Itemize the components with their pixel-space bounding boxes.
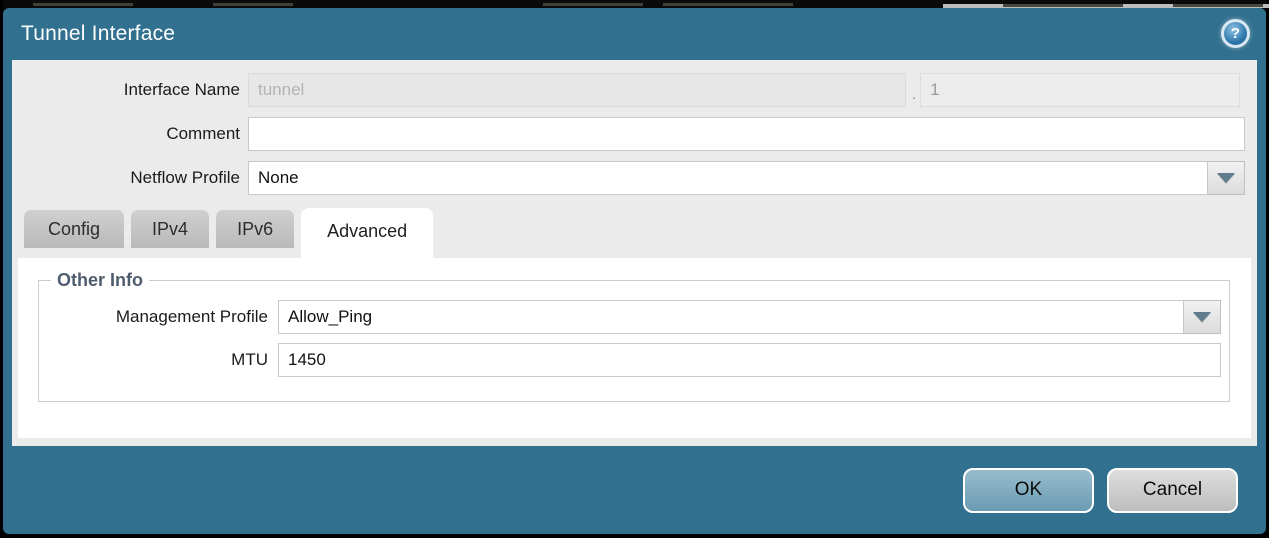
interface-name-row: Interface Name .	[12, 73, 1257, 107]
management-profile-row: Management Profile	[39, 300, 1229, 334]
comment-row: Comment	[12, 117, 1257, 151]
dialog-footer: OK Cancel	[3, 446, 1266, 534]
dialog-title: Tunnel Interface	[21, 22, 176, 45]
cancel-button[interactable]: Cancel	[1107, 467, 1238, 513]
netflow-profile-dropdown	[248, 161, 1245, 195]
dialog-titlebar: Tunnel Interface ?	[3, 8, 1266, 60]
tab-ipv4[interactable]: IPv4	[131, 210, 210, 248]
other-info-legend: Other Info	[57, 270, 143, 290]
management-profile-dropdown	[278, 300, 1221, 334]
background-text-fragment	[1173, 4, 1263, 7]
background-text-fragment	[1003, 4, 1123, 7]
mtu-label: MTU	[231, 350, 268, 369]
background-text-fragment	[33, 3, 133, 6]
chevron-down-icon	[1217, 173, 1235, 183]
netflow-profile-input[interactable]	[248, 161, 1208, 195]
tunnel-interface-dialog: Tunnel Interface ? Interface Name . Comm…	[3, 8, 1266, 534]
unit-separator: .	[912, 85, 917, 103]
mtu-row: MTU	[39, 343, 1229, 377]
tab-advanced[interactable]: Advanced	[301, 208, 434, 258]
interface-unit-input[interactable]	[920, 73, 1241, 107]
ok-button[interactable]: OK	[963, 467, 1094, 513]
tab-strip: Config IPv4 IPv6 Advanced	[24, 208, 1257, 258]
background-text-fragment	[543, 3, 643, 6]
management-profile-input[interactable]	[278, 300, 1184, 334]
netflow-profile-row: Netflow Profile	[12, 161, 1257, 195]
interface-name-label: Interface Name	[123, 80, 240, 99]
background-page-sliver	[3, 0, 1269, 8]
comment-input[interactable]	[248, 117, 1245, 151]
background-text-fragment	[663, 3, 793, 6]
tab-ipv6[interactable]: IPv6	[216, 210, 295, 248]
management-profile-label: Management Profile	[115, 307, 268, 326]
chevron-down-icon	[1193, 312, 1211, 322]
dialog-form: Interface Name . Comment Netflow Profile	[12, 60, 1257, 446]
netflow-profile-dropdown-button[interactable]	[1208, 161, 1245, 195]
mtu-input[interactable]	[278, 343, 1221, 377]
advanced-tab-panel: Other Info Management Profile MTU	[18, 258, 1251, 438]
netflow-profile-label: Netflow Profile	[130, 168, 240, 187]
background-text-fragment	[213, 3, 293, 6]
tab-config[interactable]: Config	[24, 210, 125, 248]
management-profile-dropdown-button[interactable]	[1184, 300, 1221, 334]
interface-name-input[interactable]	[248, 73, 906, 107]
help-icon[interactable]: ?	[1221, 19, 1250, 48]
comment-label: Comment	[166, 124, 240, 143]
other-info-fieldset: Other Info Management Profile MTU	[38, 270, 1230, 402]
